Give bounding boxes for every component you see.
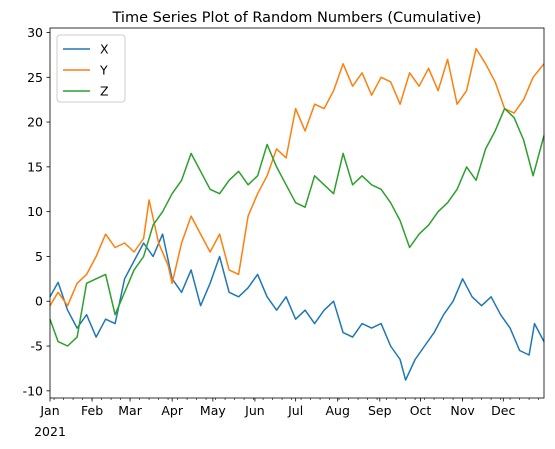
chart-title: Time Series Plot of Random Numbers (Cumu… — [112, 10, 482, 26]
legend-label-y: Y — [99, 63, 108, 78]
y-tick-label: -10 — [23, 383, 43, 398]
y-tick-label: 15 — [27, 159, 43, 174]
y-tick-label: 25 — [27, 70, 43, 85]
x-tick-label: Feb — [81, 403, 103, 418]
x-tick-label: Dec — [491, 403, 515, 418]
x-tick-label: Sep — [368, 403, 392, 418]
x-tick-label: Aug — [326, 403, 350, 418]
legend-label-z: Z — [100, 84, 109, 99]
x-tick-label: Jan — [39, 403, 59, 418]
year-label: 2021 — [34, 424, 66, 439]
x-axis: Jan Feb Mar Apr May Jun Jul Aug Sep Oct Nov Dec — [39, 398, 539, 418]
y-tick-label: 10 — [27, 204, 43, 219]
legend-label-x: X — [100, 42, 109, 57]
series-line-x — [49, 233, 545, 381]
y-tick-label: 0 — [35, 294, 43, 309]
x-tick-label: Jun — [244, 403, 265, 418]
legend: XYZ — [56, 34, 126, 103]
plot-frame — [49, 27, 545, 399]
series-line-y — [49, 47, 545, 307]
x-tick-label: May — [200, 403, 226, 418]
y-axis: -10 -5 0 5 10 15 20 25 30 — [23, 25, 50, 398]
x-tick-label: Nov — [450, 403, 475, 418]
legend-box — [56, 34, 126, 103]
x-tick-label: Apr — [161, 403, 183, 418]
series-line-z — [49, 107, 545, 347]
y-tick-label: 30 — [27, 25, 43, 40]
y-tick-label: 20 — [27, 115, 43, 130]
x-tick-label: Oct — [410, 403, 432, 418]
x-tick-label: Mar — [118, 403, 142, 418]
y-tick-label: -5 — [31, 339, 43, 354]
y-tick-label: 5 — [35, 249, 43, 264]
plot-lines — [49, 47, 545, 381]
x-tick-label: Jul — [287, 403, 303, 418]
